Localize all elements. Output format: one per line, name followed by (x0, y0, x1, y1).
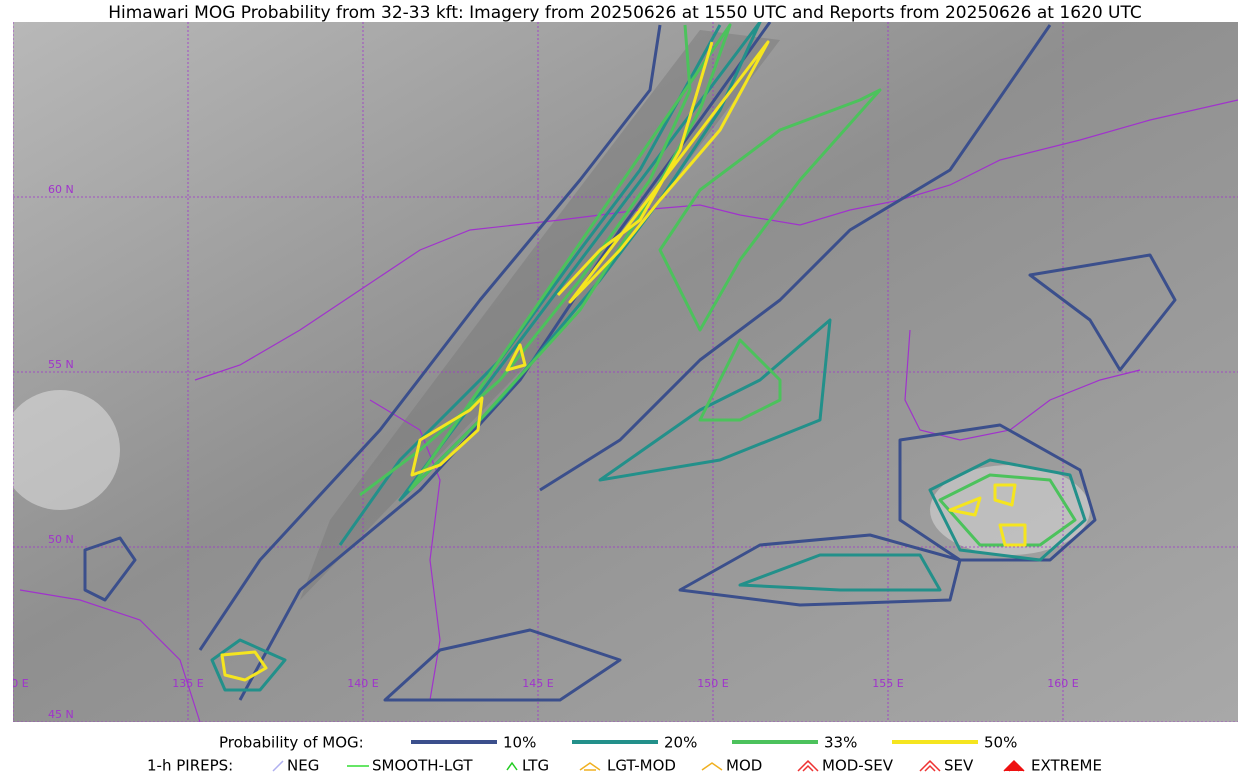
legend: Probability of MOG: 10% 20% 33% 50% 1-h PIREP… (147, 734, 1102, 775)
lat-label: 45 N (48, 708, 74, 721)
pirep-icon (919, 759, 941, 772)
coastlines (19, 99, 1238, 722)
legend-label: 50% (984, 734, 1017, 752)
lat-label: 55 N (48, 358, 74, 371)
legend-label: SMOOTH-LGT (372, 757, 473, 775)
lon-label: 145 E (522, 677, 553, 690)
pirep-icon (579, 762, 601, 771)
legend-label: LTG (522, 757, 549, 775)
legend-label: 33% (824, 734, 857, 752)
cloud (13, 390, 120, 510)
lon-label: 155 E (872, 677, 903, 690)
legend-label: MOD (726, 757, 762, 775)
pirep-icon (272, 760, 284, 772)
graticule (13, 22, 1238, 722)
legend-label: SEV (944, 757, 974, 775)
title: Himawari MOG Probability from 32-33 kft:… (108, 3, 1142, 23)
legend-title: 1-h PIREPS: (147, 757, 233, 775)
pirep-icon (797, 759, 819, 772)
legend-label: 10% (503, 734, 536, 752)
pirep-icon (701, 762, 723, 771)
contours (83, 22, 1177, 702)
lon-label: 160 E (1047, 677, 1078, 690)
pirep-icon (506, 761, 518, 771)
lat-label: 50 N (48, 533, 74, 546)
lon-label: 130 E (0, 677, 29, 690)
pirep-icon (1003, 759, 1025, 772)
lon-label: 150 E (697, 677, 728, 690)
geo-labels: 60 N 55 N 50 N 45 N 130 E 135 E 140 E 145 E 150 … (0, 183, 1079, 721)
map: 60 N 55 N 50 N 45 N 130 E 135 E 140 E 145 E 150 … (0, 22, 1238, 722)
legend-label: 20% (664, 734, 697, 752)
legend-label: EXTREME (1031, 757, 1102, 775)
lon-label: 135 E (172, 677, 203, 690)
legend-label: MOD-SEV (822, 757, 894, 775)
legend-title: Probability of MOG: (219, 734, 364, 752)
lat-label: 60 N (48, 183, 74, 196)
legend-label: NEG (287, 757, 319, 775)
legend-label: LGT-MOD (607, 757, 676, 775)
lon-label: 140 E (347, 677, 378, 690)
